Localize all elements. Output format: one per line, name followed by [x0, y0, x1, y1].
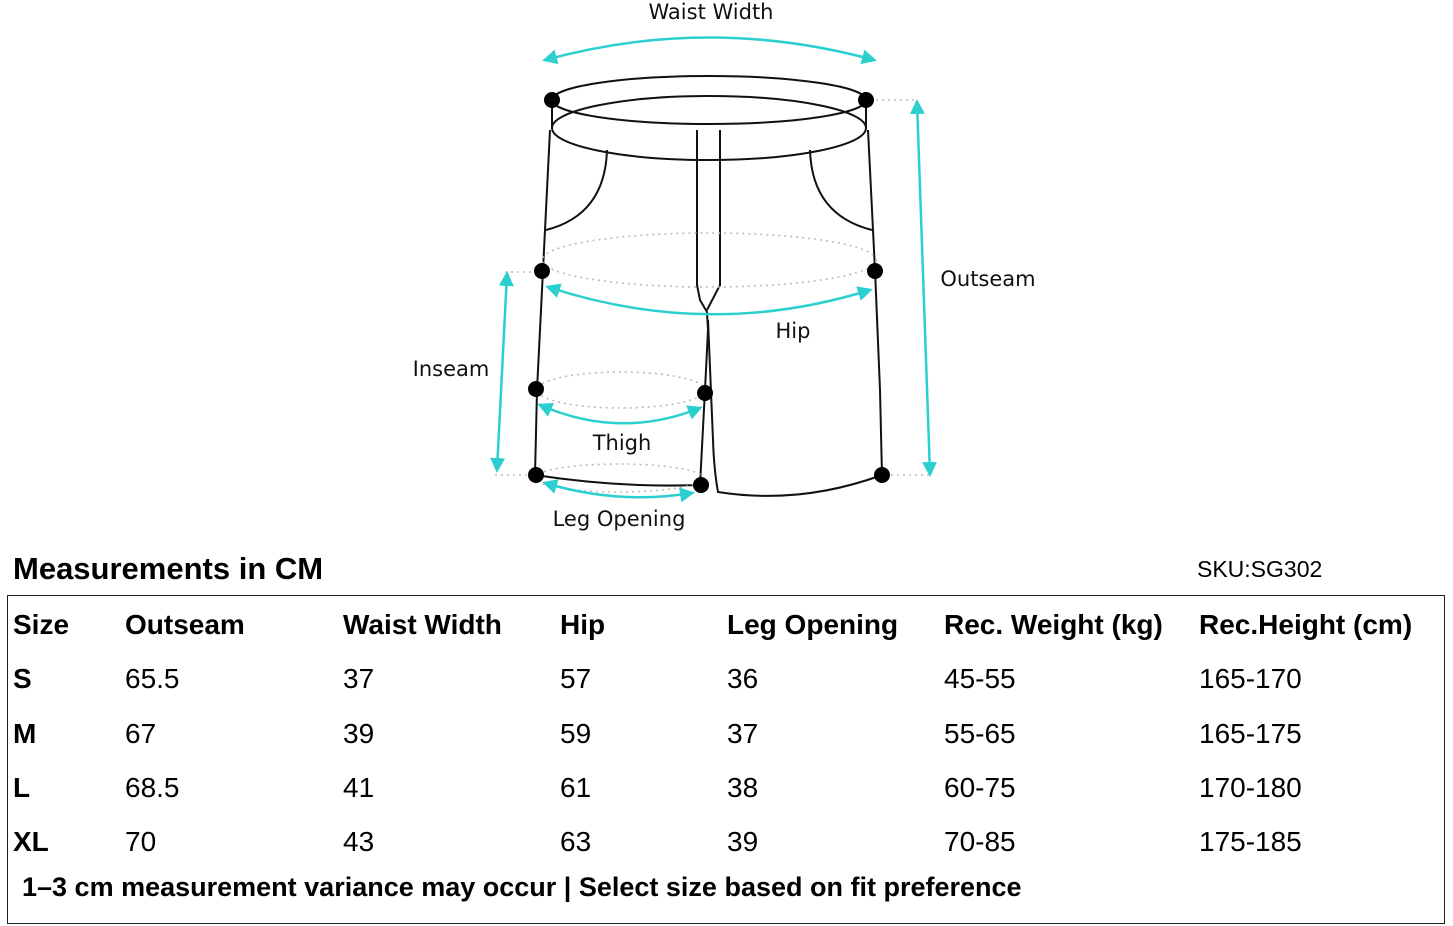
table-cell: 38 [727, 772, 759, 803]
table-cell: 70-85 [944, 826, 1016, 857]
table-header-cell: Leg Opening [727, 609, 899, 640]
diagram-label: Outseam [940, 267, 1035, 291]
table-cell: 63 [560, 826, 592, 857]
table-cell: 61 [560, 772, 592, 803]
table-cell: 41 [343, 772, 375, 803]
table-header-cell: Outseam [125, 609, 245, 640]
table-header-cell: M [13, 718, 37, 749]
table-cell: 65.5 [125, 663, 180, 694]
table-cell: 67 [125, 718, 157, 749]
sku: SKU:SG302 [1197, 556, 1323, 582]
measure-points [528, 92, 890, 493]
table-header-cell: Size [13, 609, 70, 640]
table-cell: 68.5 [125, 772, 180, 803]
note: 1–3 cm measurement variance may occur | … [22, 872, 1022, 902]
table-cell: 39 [727, 826, 759, 857]
table-title: Measurements in CM [13, 551, 324, 586]
table-cell: 37 [343, 663, 375, 694]
table-cell: 36 [727, 663, 759, 694]
table-cell: 37 [727, 718, 759, 749]
table-header-cell: XL [13, 826, 49, 857]
diagram-label: Waist Width [649, 0, 774, 24]
table-header-cell: L [13, 772, 31, 803]
table-cell: 45-55 [944, 663, 1016, 694]
table-cell: 39 [343, 718, 375, 749]
table-cell: 55-65 [944, 718, 1016, 749]
shorts-outline [533, 75, 884, 497]
table-cell: 57 [560, 663, 592, 694]
table-cell: 59 [560, 718, 592, 749]
table-cell: 175-185 [1199, 826, 1302, 857]
table-header-cell: S [13, 663, 32, 694]
table-cell: 70 [125, 826, 157, 857]
table-header-cell: Hip [560, 609, 606, 640]
diagram-label: Thigh [592, 431, 652, 455]
table-header-cell: Rec.Height (cm) [1199, 609, 1413, 640]
table-cell: 60-75 [944, 772, 1016, 803]
table-cell: 43 [343, 826, 375, 857]
table-cell: 170-180 [1199, 772, 1302, 803]
measure-arrows [490, 36, 938, 503]
table-header-cell: Waist Width [343, 609, 502, 640]
table-cell: 165-175 [1199, 718, 1302, 749]
diagram-label: Hip [776, 319, 811, 343]
table-header-cell: Rec. Weight (kg) [944, 609, 1163, 640]
size-table: Size Outseam Waist Width Hip Leg Opening Rec.… [7, 595, 1445, 924]
diagram-label: Inseam [413, 357, 490, 381]
table-cell: 165-170 [1199, 663, 1302, 694]
diagram: Waist Width Outseam Hip Inseam Thigh Leg… [413, 0, 1036, 531]
diagram-label: Leg Opening [553, 507, 686, 531]
